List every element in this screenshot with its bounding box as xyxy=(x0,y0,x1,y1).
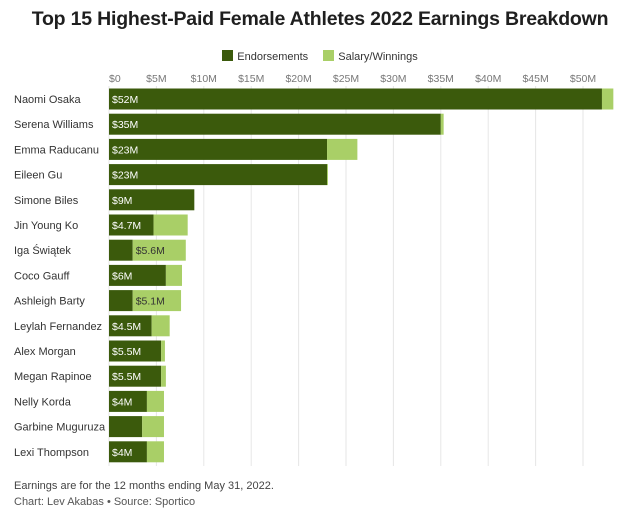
category-label: Emma Raducanu xyxy=(14,144,99,156)
legend-swatch-endorsements xyxy=(222,50,234,61)
data-label-salary-winnings: $5.6M xyxy=(136,245,165,257)
bar-endorsements xyxy=(109,365,162,387)
x-tick-label: $30M xyxy=(380,73,406,85)
bar-endorsements xyxy=(109,390,147,412)
bar-endorsements xyxy=(109,113,441,135)
bar-salary-winnings xyxy=(132,290,182,312)
bar-salary-winnings xyxy=(327,164,328,186)
bar-salary-winnings xyxy=(132,239,186,261)
category-label: Simone Biles xyxy=(14,195,79,207)
x-tick-label: $15M xyxy=(238,73,264,85)
bar-salary-winnings xyxy=(161,340,165,362)
bar-endorsements xyxy=(109,164,328,186)
x-tick-label: $10M xyxy=(191,73,217,85)
chart-plot: $0 $5M $10M $15M $20M $25M $30M $35M $40M $45M $50… xyxy=(14,73,614,466)
bar-endorsements xyxy=(109,138,328,160)
data-label-endorsements: $5.5M xyxy=(112,371,141,383)
data-label-endorsements: $5.5M xyxy=(112,346,141,358)
data-label-endorsements: $4M xyxy=(112,447,132,459)
x-tick-label: $50M xyxy=(570,73,596,85)
data-label-endorsements: $4.7M xyxy=(112,220,141,232)
x-tick-label: $20M xyxy=(285,73,311,85)
bar-salary-winnings xyxy=(142,416,164,438)
bar-endorsements xyxy=(109,239,133,261)
bar-endorsements xyxy=(109,189,195,211)
category-label: Garbine Muguruza xyxy=(14,422,106,434)
legend-label-endorsements: Endorsements xyxy=(237,51,309,63)
bar-salary-winnings xyxy=(146,441,164,463)
data-label-endorsements: $23M xyxy=(112,144,138,156)
category-label: Eileen Gu xyxy=(14,170,62,182)
category-label: Lexi Thompson xyxy=(14,447,89,459)
category-label: Naomi Osaka xyxy=(14,94,82,106)
legend-swatch-salary-winnings xyxy=(323,50,335,61)
x-tick-label: $35M xyxy=(428,73,454,85)
data-label-endorsements: $52M xyxy=(112,94,138,106)
data-label-endorsements: $6M xyxy=(112,270,132,282)
data-label-endorsements: $9M xyxy=(112,195,132,207)
data-label-endorsements: $4M xyxy=(112,396,132,408)
bar-salary-winnings xyxy=(146,390,164,412)
bar-salary-winnings xyxy=(165,264,182,286)
x-tick-label: $40M xyxy=(475,73,501,85)
bar-salary-winnings xyxy=(161,365,166,387)
bar-endorsements xyxy=(109,214,154,236)
legend-item-salary-winnings: Salary/Winnings xyxy=(323,50,418,63)
data-label-endorsements: $35M xyxy=(112,119,138,131)
bar-endorsements xyxy=(109,88,602,110)
category-label: Coco Gauff xyxy=(14,270,70,282)
bar-salary-winnings xyxy=(327,138,358,160)
category-label: Iga Świątek xyxy=(14,244,71,257)
footer-source: Chart: Lev Akabas • Source: Sportico xyxy=(14,496,196,508)
bar-salary-winnings xyxy=(153,214,188,236)
legend-item-endorsements: Endorsements xyxy=(222,50,308,63)
category-label: Ashleigh Barty xyxy=(14,296,85,308)
x-tick-label: $25M xyxy=(333,73,359,85)
bar-endorsements xyxy=(109,315,152,337)
bar-salary-winnings xyxy=(151,315,170,337)
bar-endorsements xyxy=(109,340,162,362)
x-tick-label: $0 xyxy=(109,73,121,85)
bar-endorsements xyxy=(109,416,143,438)
bar-salary-winnings xyxy=(440,113,444,135)
category-label: Megan Rapinoe xyxy=(14,371,92,383)
bar-endorsements xyxy=(109,441,147,463)
bar-salary-winnings xyxy=(601,88,614,110)
bar-endorsements xyxy=(109,290,133,312)
legend: Endorsements Salary/Winnings xyxy=(0,50,640,63)
footer-note: Earnings are for the 12 months ending Ma… xyxy=(14,480,274,492)
x-tick-label: $5M xyxy=(146,73,166,85)
category-label: Nelly Korda xyxy=(14,396,72,408)
data-label-endorsements: $23M xyxy=(112,170,138,182)
bar-endorsements xyxy=(109,264,166,286)
data-label-endorsements: $4.5M xyxy=(112,321,141,333)
category-label: Serena Williams xyxy=(14,119,94,131)
category-label: Alex Morgan xyxy=(14,346,76,358)
x-tick-label: $45M xyxy=(522,73,548,85)
category-label: Leylah Fernandez xyxy=(14,321,102,333)
data-label-salary-winnings: $5.1M xyxy=(136,296,165,308)
chart-title: Top 15 Highest-Paid Female Athletes 2022… xyxy=(31,8,609,30)
category-label: Jin Young Ko xyxy=(14,220,78,232)
legend-label-salary-winnings: Salary/Winnings xyxy=(338,51,418,63)
